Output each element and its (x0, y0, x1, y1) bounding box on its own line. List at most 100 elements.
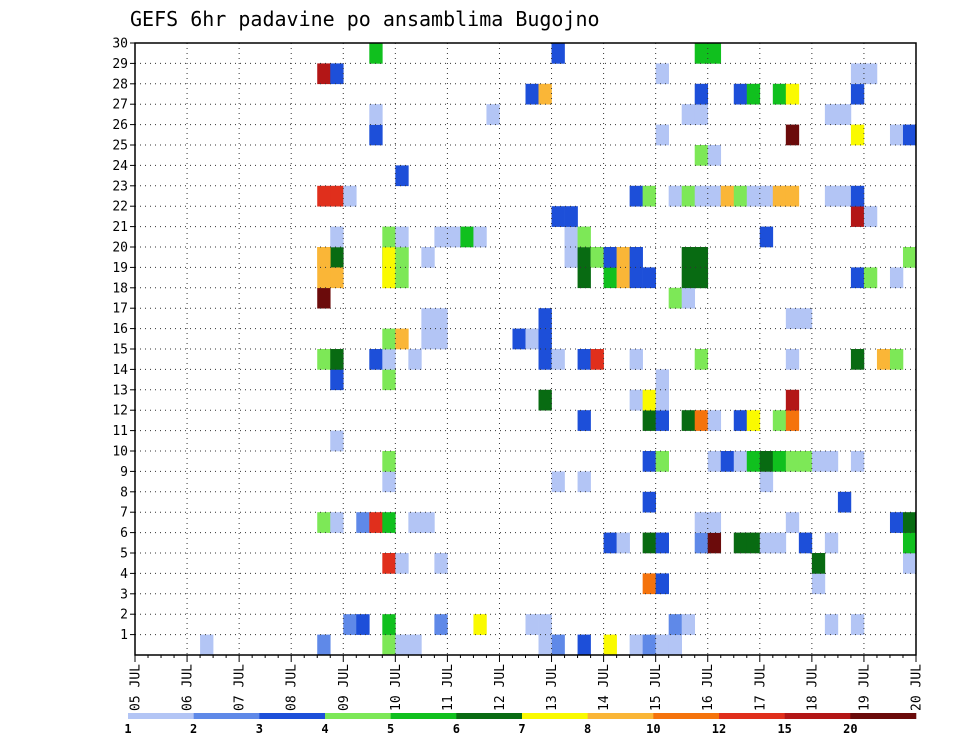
heatmap-cell (330, 349, 344, 370)
heatmap-cell (577, 267, 591, 289)
legend-label: 5 (387, 722, 394, 736)
heatmap-cell (746, 185, 761, 207)
y-tick-label: 15 (112, 343, 128, 358)
heatmap-cell (733, 410, 748, 431)
heatmap-cell (382, 553, 396, 574)
heatmap-cell (577, 247, 591, 268)
x-tick-label: 07 JUL (233, 664, 248, 711)
heatmap-cell (785, 512, 800, 533)
heatmap-cell (785, 410, 800, 431)
heatmap-cell (902, 124, 917, 146)
heatmap-cell (538, 389, 552, 411)
heatmap-cell (317, 63, 331, 85)
heatmap-cell (707, 145, 722, 166)
y-tick-label: 22 (112, 200, 128, 215)
heatmap-cell (629, 634, 643, 656)
legend-label: 2 (190, 722, 197, 736)
heatmap-cell (642, 389, 656, 411)
y-tick-label: 30 (112, 37, 128, 52)
heatmap-cell (694, 185, 709, 207)
heatmap-cell (850, 349, 865, 370)
heatmap-cell (655, 451, 669, 472)
heatmap-cell (759, 532, 774, 554)
heatmap-cell (538, 328, 552, 350)
heatmap-cell (772, 532, 787, 554)
heatmap-cell (382, 471, 396, 493)
legend-label: 10 (646, 722, 660, 736)
heatmap-cell (785, 389, 800, 411)
y-tick-label: 10 (112, 445, 128, 460)
heatmap-cell (850, 185, 865, 207)
heatmap-cell (694, 104, 709, 125)
heatmap-cell (395, 634, 409, 656)
heatmap-cell (772, 451, 787, 472)
heatmap-cell (889, 267, 904, 289)
heatmap-cell (603, 267, 617, 289)
y-tick-label: 9 (120, 465, 128, 480)
heatmap-cell (824, 614, 839, 635)
heatmap-cell (694, 410, 709, 431)
heatmap-cell (850, 267, 865, 289)
y-tick-label: 18 (112, 281, 128, 296)
legend: 1 2 3 4 5 6 7 8 10 12 15 20 (124, 713, 917, 736)
heatmap-cell (694, 43, 709, 64)
heatmap-cell (902, 247, 917, 268)
heatmap-cell (655, 63, 669, 85)
heatmap-cell (317, 634, 331, 656)
y-tick-label: 3 (120, 587, 128, 602)
legend-label: 1 (124, 722, 131, 736)
heatmap-cell (512, 328, 526, 350)
y-tick-label: 21 (112, 220, 128, 235)
legend-label: 4 (321, 722, 328, 736)
heatmap-cell (395, 553, 409, 574)
heatmap-cell (408, 634, 422, 656)
heatmap-cell (850, 124, 865, 146)
heatmap-cell (629, 267, 643, 289)
heatmap-cell (551, 471, 565, 493)
heatmap-cell (785, 349, 800, 370)
heatmap-cell (811, 553, 826, 574)
heatmap-cell (642, 410, 656, 431)
grid-layer (135, 43, 916, 655)
heatmap-cell (369, 349, 383, 370)
heatmap-cell (421, 308, 435, 329)
heatmap-cell (707, 532, 722, 554)
legend-swatch (587, 713, 654, 719)
heatmap-cell (421, 247, 435, 268)
x-tick-label: 20 JUL (910, 664, 925, 711)
heatmap-cell (577, 349, 591, 370)
heatmap-cell (772, 185, 787, 207)
heatmap-cell (707, 410, 722, 431)
heatmap-cell (642, 267, 656, 289)
y-tick-label: 17 (112, 302, 128, 317)
heatmap-cell (694, 349, 709, 370)
heatmap-cell (382, 328, 396, 350)
y-tick-label: 12 (112, 404, 128, 419)
heatmap-cell (408, 349, 422, 370)
heatmap-cell (694, 145, 709, 166)
y-tick-label: 11 (112, 424, 128, 439)
heatmap-cell (694, 532, 709, 554)
heatmap-cell (902, 553, 917, 574)
heatmap-cell (642, 451, 656, 472)
heatmap-cell (603, 532, 617, 554)
heatmap-cell (681, 247, 696, 268)
heatmap-cell (655, 532, 669, 554)
heatmap-cell (330, 512, 344, 533)
x-tick-label: 11 JUL (441, 664, 456, 711)
heatmap-cell (551, 634, 565, 656)
heatmap-cell (551, 349, 565, 370)
y-tick-label: 19 (112, 261, 128, 276)
heatmap-cell (733, 532, 748, 554)
heatmap-cell (382, 369, 396, 391)
heatmap-cell (798, 532, 813, 554)
heatmap-cell (200, 634, 214, 656)
heatmap-cell (473, 614, 487, 635)
heatmap-cell (642, 185, 656, 207)
heatmap-cell (668, 185, 682, 207)
heatmap-cell (395, 267, 409, 289)
heatmap-cell (642, 573, 656, 595)
heatmap-cell (642, 532, 656, 554)
heatmap-cell (707, 512, 722, 533)
